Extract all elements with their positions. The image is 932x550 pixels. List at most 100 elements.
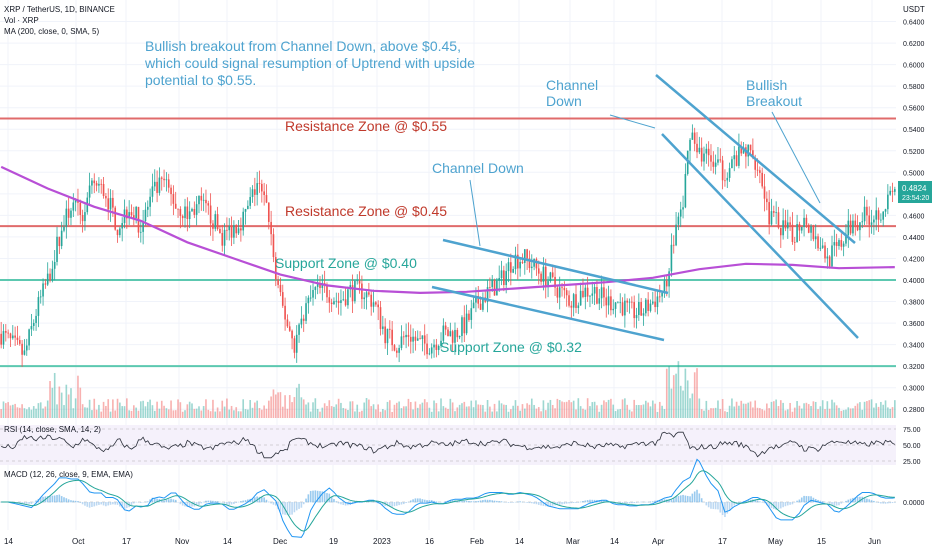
volume-bar: [582, 408, 584, 418]
candle-body: [663, 280, 666, 293]
volume-bar: [126, 398, 128, 418]
volume-bar: [710, 408, 712, 418]
volume-bar: [863, 401, 866, 418]
candle-body: [39, 296, 42, 298]
candle-body: [658, 296, 661, 298]
volume-bar: [791, 411, 794, 418]
volume-bar: [491, 411, 494, 418]
macd-histogram-bar: [58, 494, 61, 503]
volume-bar: [337, 398, 340, 418]
macd-histogram-bar: [137, 502, 140, 503]
candle-body: [444, 325, 447, 330]
macd-histogram-bar: [789, 502, 791, 505]
macd-histogram-bar: [768, 502, 770, 507]
candle-body: [72, 202, 75, 211]
volume-bar: [468, 406, 470, 418]
macd-histogram-bar: [114, 502, 117, 505]
volume-bar: [174, 410, 177, 418]
candle-body: [749, 144, 752, 151]
volume-bar: [435, 403, 438, 418]
macd-histogram-bar: [314, 490, 317, 503]
macd-histogram-bar: [754, 500, 757, 503]
macd-histogram-bar: [668, 499, 670, 503]
macd-histogram-bar: [849, 498, 852, 503]
macd-histogram-bar: [507, 502, 510, 503]
candle-body: [572, 294, 575, 308]
candle-body: [151, 186, 154, 197]
candle-body: [600, 287, 603, 299]
volume-bar: [368, 399, 370, 418]
candle-body: [235, 225, 238, 234]
candle-body: [503, 270, 505, 286]
volume-bar: [517, 405, 519, 418]
volume-bar: [400, 408, 403, 418]
macd-histogram-bar: [747, 500, 750, 503]
candle-body: [44, 283, 47, 285]
candle-body: [728, 168, 731, 178]
candle-body: [696, 143, 698, 153]
candle-body: [149, 196, 151, 207]
volume-bar: [463, 401, 466, 418]
volume-bar: [852, 408, 854, 418]
macd-histogram-bar: [330, 496, 333, 503]
candle-body: [244, 208, 247, 212]
volume-bar: [773, 401, 775, 418]
macd-histogram-bar: [575, 502, 577, 503]
volume-bar: [558, 400, 561, 418]
macd-histogram-bar: [321, 491, 324, 503]
volume-bar: [216, 407, 219, 418]
volume-bar: [160, 400, 163, 418]
candle-body: [146, 206, 149, 210]
x-tick-label: 14: [4, 537, 13, 546]
volume-bar: [738, 405, 740, 418]
volume-bar: [451, 402, 454, 418]
candle-body: [214, 214, 217, 229]
macd-histogram-bar: [305, 498, 307, 503]
volume-bar: [393, 404, 396, 418]
candle-body: [186, 206, 189, 220]
macd-histogram-bar: [233, 502, 235, 505]
volume-bar: [330, 406, 333, 418]
volume-bar: [74, 398, 77, 418]
volume-bar: [358, 411, 361, 418]
volume-bar: [889, 408, 891, 418]
macd-histogram-bar: [316, 490, 319, 503]
volume-bar: [53, 372, 56, 418]
volume-bar: [146, 401, 149, 418]
candle-body: [163, 178, 165, 181]
macd-histogram-bar: [167, 499, 170, 503]
volume-bar: [102, 401, 105, 418]
candle-body: [219, 228, 221, 234]
candle-body: [724, 180, 726, 182]
macd-histogram-bar: [102, 502, 105, 506]
candle-body: [144, 209, 147, 222]
volume-bar: [714, 407, 717, 418]
candle-body: [88, 185, 91, 198]
macd-histogram-bar: [642, 501, 645, 503]
macd-histogram-bar: [409, 500, 412, 503]
macd-histogram-bar: [786, 502, 789, 506]
macd-histogram-bar: [700, 498, 703, 503]
volume-bar: [591, 402, 594, 418]
candle-body: [554, 276, 556, 288]
macd-histogram-bar: [30, 502, 33, 504]
bullish-label-1: Bullish: [746, 77, 787, 93]
candle-body: [773, 211, 775, 213]
volume-bar: [60, 392, 63, 418]
volume-bar: [672, 375, 675, 418]
volume-bar: [379, 411, 382, 418]
candle-body: [330, 302, 333, 305]
candle-body: [593, 287, 596, 294]
y-tick-label: 0.5600: [903, 106, 925, 113]
candle-body: [60, 230, 63, 247]
macd-histogram-bar: [53, 495, 56, 503]
candle-body: [551, 272, 554, 277]
volume-bar: [547, 402, 549, 418]
x-tick-label: May: [768, 537, 783, 546]
candle-body: [624, 300, 626, 316]
zone-lines: [0, 117, 896, 368]
volume-bar: [382, 409, 384, 418]
volume-bar: [682, 390, 684, 418]
macd-histogram-bar: [23, 502, 26, 504]
candle-body: [852, 220, 854, 234]
